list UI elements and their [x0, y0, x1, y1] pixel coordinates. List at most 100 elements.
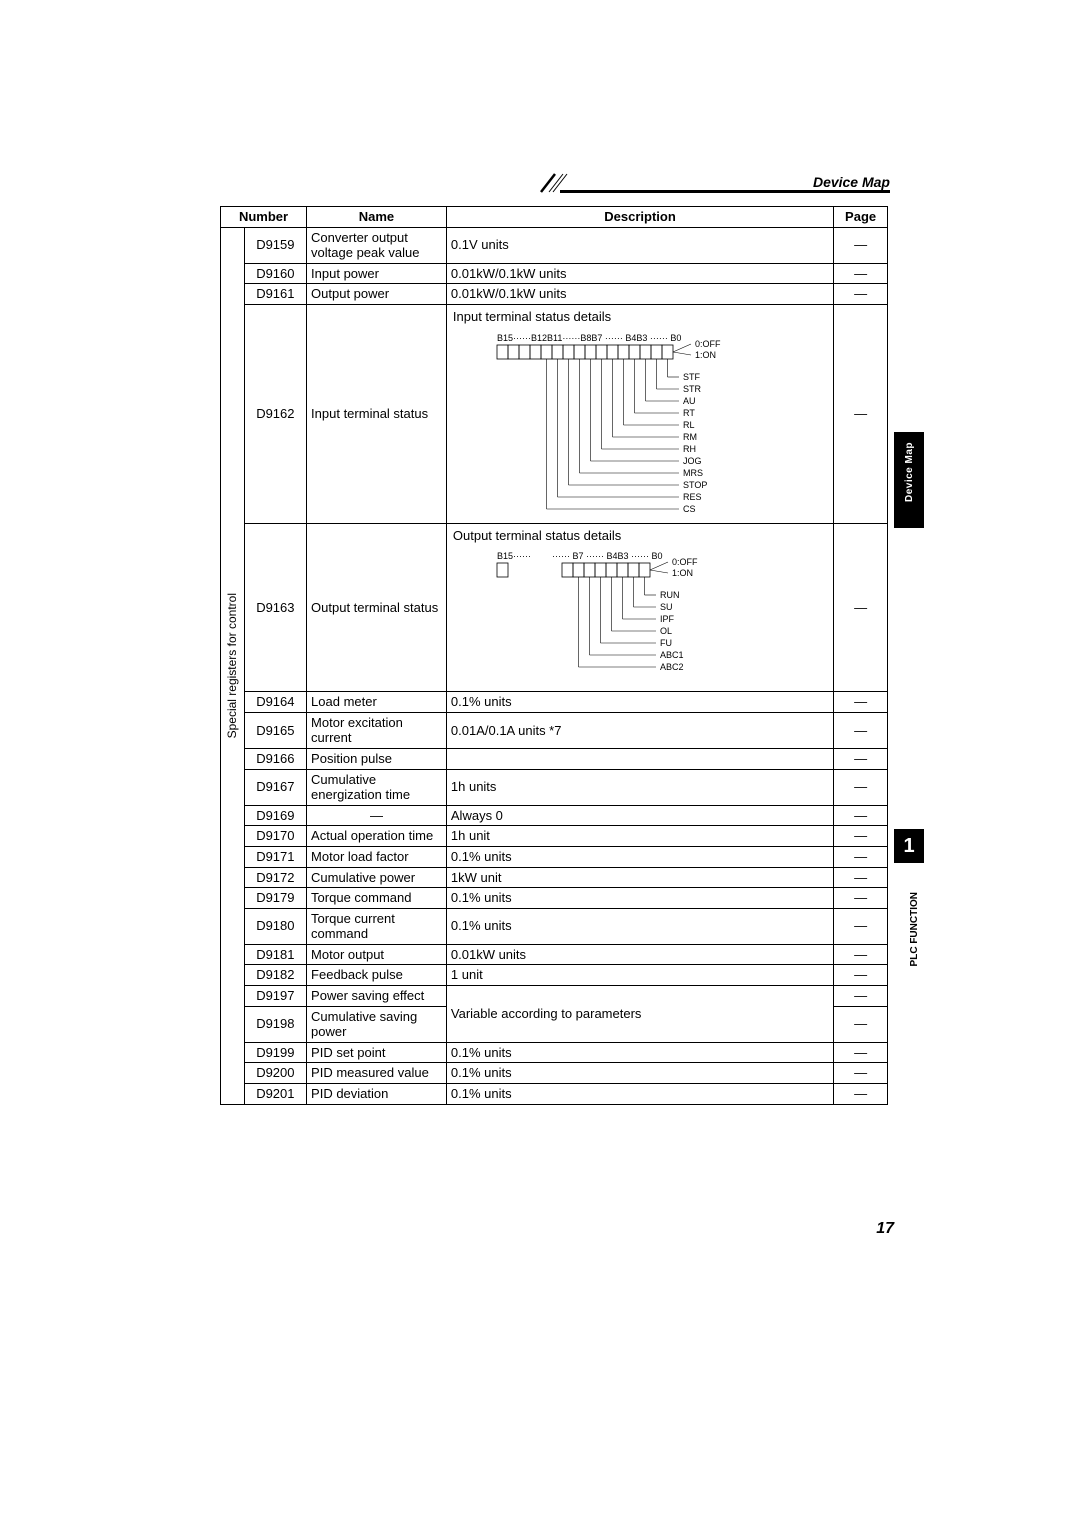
cell-number: D9182 [244, 965, 306, 986]
cell-name: Output power [307, 284, 447, 305]
table-row: D9179Torque command0.1% units— [221, 888, 888, 909]
cell-number: D9201 [244, 1084, 306, 1105]
cell-desc: 0.1% units [446, 846, 833, 867]
cell-desc: 0.01kW/0.1kW units [446, 284, 833, 305]
cell-desc: 0.1% units [446, 888, 833, 909]
svg-text:RH: RH [683, 444, 696, 454]
cell-name: Motor load factor [307, 846, 447, 867]
svg-text:STR: STR [683, 384, 702, 394]
cell-name: Position pulse [307, 748, 447, 769]
side-tab-device-map: Device Map [894, 432, 924, 528]
svg-text:STOP: STOP [683, 480, 707, 490]
cell-page: — [834, 965, 888, 986]
cell-number: D9169 [244, 805, 306, 826]
cell-desc: Always 0 [446, 805, 833, 826]
cell-number: D9161 [244, 284, 306, 305]
cell-name: PID deviation [307, 1084, 447, 1105]
cell-number: D9198 [244, 1006, 306, 1042]
cell-desc: 1h units [446, 769, 833, 805]
svg-text:0:OFF: 0:OFF [695, 339, 721, 349]
cell-name: Cumulative saving power [307, 1006, 447, 1042]
svg-text:RL: RL [683, 420, 695, 430]
svg-text:B15······: B15······ [497, 551, 531, 561]
cell-name: Motor excitation current [307, 712, 447, 748]
page-content: Device Map Number Name Description Page … [190, 180, 890, 1105]
side-tab-plc-label: PLC FUNCTION [909, 892, 920, 966]
cell-number: D9199 [244, 1042, 306, 1063]
svg-text:OL: OL [660, 626, 672, 636]
cell-page: — [834, 304, 888, 523]
chapter-number: 1 [894, 829, 924, 863]
cell-number: D9200 [244, 1063, 306, 1084]
svg-text:CS: CS [683, 504, 696, 514]
svg-text:RT: RT [683, 408, 695, 418]
cell-name: Torque command [307, 888, 447, 909]
table-row: D9163 Output terminal status Output term… [221, 523, 888, 692]
cell-page: — [834, 805, 888, 826]
cell-name: Power saving effect [307, 986, 447, 1007]
cell-desc: 0.1% units [446, 692, 833, 713]
cell-number: D9166 [244, 748, 306, 769]
table-row: D9180Torque current command0.1% units— [221, 908, 888, 944]
cell-page: — [834, 284, 888, 305]
cell-name: Motor output [307, 944, 447, 965]
page-number: 17 [876, 1220, 894, 1238]
cell-name: Feedback pulse [307, 965, 447, 986]
cell-number: D9181 [244, 944, 306, 965]
cell-desc: 0.1% units [446, 1042, 833, 1063]
cell-name: Torque current command [307, 908, 447, 944]
header-rule: Device Map [190, 180, 890, 200]
cell-name: Load meter [307, 692, 447, 713]
cell-number: D9165 [244, 712, 306, 748]
output-terminal-diagram: B15······ ······ B7 ······ B4B3 ······ B0… [453, 547, 783, 687]
svg-text:ABC1: ABC1 [660, 650, 684, 660]
cell-page: — [834, 1042, 888, 1063]
cell-number: D9162 [244, 304, 306, 523]
cell-page: — [834, 944, 888, 965]
table-row: D9170Actual operation time1h unit— [221, 826, 888, 847]
svg-text:STF: STF [683, 372, 701, 382]
cell-desc: 1kW unit [446, 867, 833, 888]
cell-number: D9179 [244, 888, 306, 909]
table-row: Special registers for control D9159 Conv… [221, 227, 888, 263]
cell-page: — [834, 712, 888, 748]
table-row: D9197 Power saving effect Variable accor… [221, 986, 888, 1007]
section-title: Device Map [813, 174, 890, 190]
cell-name: — [307, 805, 447, 826]
svg-text:ABC2: ABC2 [660, 662, 684, 672]
col-number-header: Number [221, 207, 307, 228]
cell-page: — [834, 227, 888, 263]
svg-text:IPF: IPF [660, 614, 675, 624]
cell-desc-text: 0.01A/0.1A units *7 [451, 723, 562, 738]
cell-desc-diagram-output: Output terminal status details B15······… [446, 523, 833, 692]
svg-text:JOG: JOG [683, 456, 702, 466]
cell-desc: 1h unit [446, 826, 833, 847]
cell-page: — [834, 888, 888, 909]
table-row: D9160 Input power 0.01kW/0.1kW units — [221, 263, 888, 284]
svg-text:AU: AU [683, 396, 696, 406]
cell-number: D9164 [244, 692, 306, 713]
cell-number: D9172 [244, 867, 306, 888]
svg-text:SU: SU [660, 602, 673, 612]
cell-desc: 0.1% units [446, 1084, 833, 1105]
svg-text:MRS: MRS [683, 468, 703, 478]
cell-number: D9163 [244, 523, 306, 692]
cell-page: — [834, 1084, 888, 1105]
cell-desc: 0.1% units [446, 1063, 833, 1084]
svg-text:B15······B12B11······B8B7 ····: B15······B12B11······B8B7 ······ B4B3 ··… [497, 333, 681, 343]
cell-name: Input terminal status [307, 304, 447, 523]
cell-desc: 0.01kW/0.1kW units [446, 263, 833, 284]
cell-page: — [834, 263, 888, 284]
cell-page: — [834, 1063, 888, 1084]
table-header-row: Number Name Description Page [221, 207, 888, 228]
group-label-cell: Special registers for control [221, 227, 245, 1104]
table-row: D9167Cumulative energization time1h unit… [221, 769, 888, 805]
cell-number: D9171 [244, 846, 306, 867]
cell-number: D9170 [244, 826, 306, 847]
svg-text:······ B7 ······ B4B3 ······ B: ······ B7 ······ B4B3 ······ B0 [552, 551, 662, 561]
cell-page: — [834, 1006, 888, 1042]
table-row: D9165Motor excitation current 0.01A/0.1A … [221, 712, 888, 748]
table-row: D9164Load meter0.1% units— [221, 692, 888, 713]
col-page-header: Page [834, 207, 888, 228]
col-name-header: Name [307, 207, 447, 228]
